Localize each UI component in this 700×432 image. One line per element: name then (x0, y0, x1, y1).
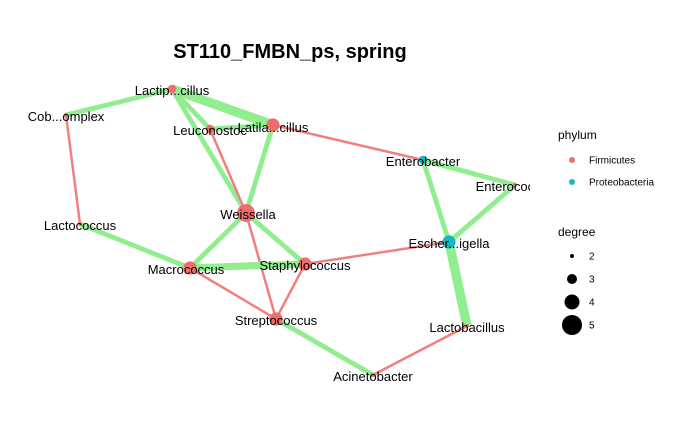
node-lactococcus (78, 222, 82, 226)
node-cob (64, 113, 68, 117)
edge-macrococcus-streptococcus (189, 266, 277, 321)
edges-layer (64, 84, 517, 378)
legend-degree-key-2 (564, 294, 580, 310)
edge-lactip-latila (170, 84, 275, 130)
edge-macrococcus-staphylococcus (189, 260, 306, 272)
node-label-lactip: Lactip...cillus (135, 83, 210, 98)
legend: phylum Firmicutes Proteobacteria degree 2… (558, 128, 654, 335)
node-weissella (237, 204, 255, 222)
edge-lactip-weissella (169, 87, 249, 215)
edge-enterobacter-enterococcus (422, 157, 516, 188)
edge-latila-enterobacter (272, 123, 424, 162)
edge-leuconostoc-weissella (208, 128, 248, 214)
edge-streptococcus-acinetobacter (274, 316, 375, 378)
node-label-macrococcus: Macrococcus (148, 262, 225, 277)
edge-leuconostoc-latila (209, 122, 274, 132)
node-enterobacter (418, 155, 428, 165)
legend-degree-label-3: 5 (589, 321, 595, 332)
legend-phylum-label-1: Proteobacteria (589, 178, 654, 189)
legend-phylum-key-0 (569, 157, 575, 163)
node-label-escher: Escher...igella (409, 236, 491, 251)
legend-phylum-label-0: Firmicutes (589, 156, 635, 167)
labels-layer: Lactip...cillusCob...omplexLeuconostocLa… (28, 83, 555, 384)
edge-enterobacter-escher (420, 159, 452, 243)
legend-degree-items: 2 3 4 5 (562, 252, 595, 335)
legend-degree-title: degree (558, 225, 596, 239)
node-leuconostoc (205, 124, 215, 134)
legend-degree-label-2: 4 (589, 298, 595, 309)
edge-latila-weissella (243, 124, 276, 214)
node-streptococcus (269, 312, 283, 326)
node-lactip (167, 84, 177, 94)
node-label-acinetobacter: Acinetobacter (333, 369, 413, 384)
node-macrococcus (183, 261, 197, 275)
edge-lactobacillus-acinetobacter (372, 324, 468, 377)
legend-phylum-title: phylum (558, 128, 597, 142)
node-enterococcus (513, 183, 517, 187)
network-graph: Lactip...cillusCob...omplexLeuconostocLa… (28, 83, 555, 384)
node-label-staphylococcus: Staphylococcus (259, 258, 351, 273)
node-label-weissella: Weissella (220, 207, 276, 222)
node-lactobacillus (465, 324, 469, 328)
node-acinetobacter (371, 373, 375, 377)
node-label-streptococcus: Streptococcus (235, 313, 318, 328)
edge-escher-lactobacillus (444, 241, 472, 327)
edge-weissella-macrococcus (188, 211, 248, 270)
edge-staphylococcus-escher (304, 240, 450, 266)
node-label-latila: Latila...cillus (238, 120, 309, 135)
node-label-leuconostoc: Leuconostoc (173, 123, 247, 138)
legend-degree-label-0: 2 (589, 252, 595, 263)
edge-cob-lactococcus (64, 114, 82, 225)
edge-weissella-staphylococcus (244, 211, 307, 266)
node-label-cob: Cob...omplex (28, 109, 105, 124)
legend-degree-label-1: 3 (589, 275, 595, 286)
node-label-lactobacillus: Lactobacillus (429, 320, 505, 335)
edge-staphylococcus-streptococcus (274, 263, 307, 320)
edge-lactococcus-macrococcus (79, 221, 191, 271)
node-label-enterobacter: Enterobacter (386, 154, 461, 169)
plot-title: ST110_FMBN_ps, spring (173, 41, 406, 63)
legend-phylum-items: Firmicutes Proteobacteria (569, 156, 654, 189)
legend-phylum-key-1 (569, 179, 575, 185)
nodes-layer (64, 84, 517, 377)
edge-cob-lactip (65, 86, 173, 118)
node-latila (266, 118, 280, 132)
legend-degree-key-1 (567, 274, 577, 284)
node-escher (442, 235, 456, 249)
legend-degree-key-3 (562, 315, 582, 335)
legend-degree-key-0 (570, 254, 574, 258)
node-label-lactococcus: Lactococcus (44, 218, 117, 233)
edge-enterococcus-escher (447, 183, 517, 244)
node-label-enterococcus: Enterococcus (476, 179, 555, 194)
node-staphylococcus (298, 257, 312, 271)
